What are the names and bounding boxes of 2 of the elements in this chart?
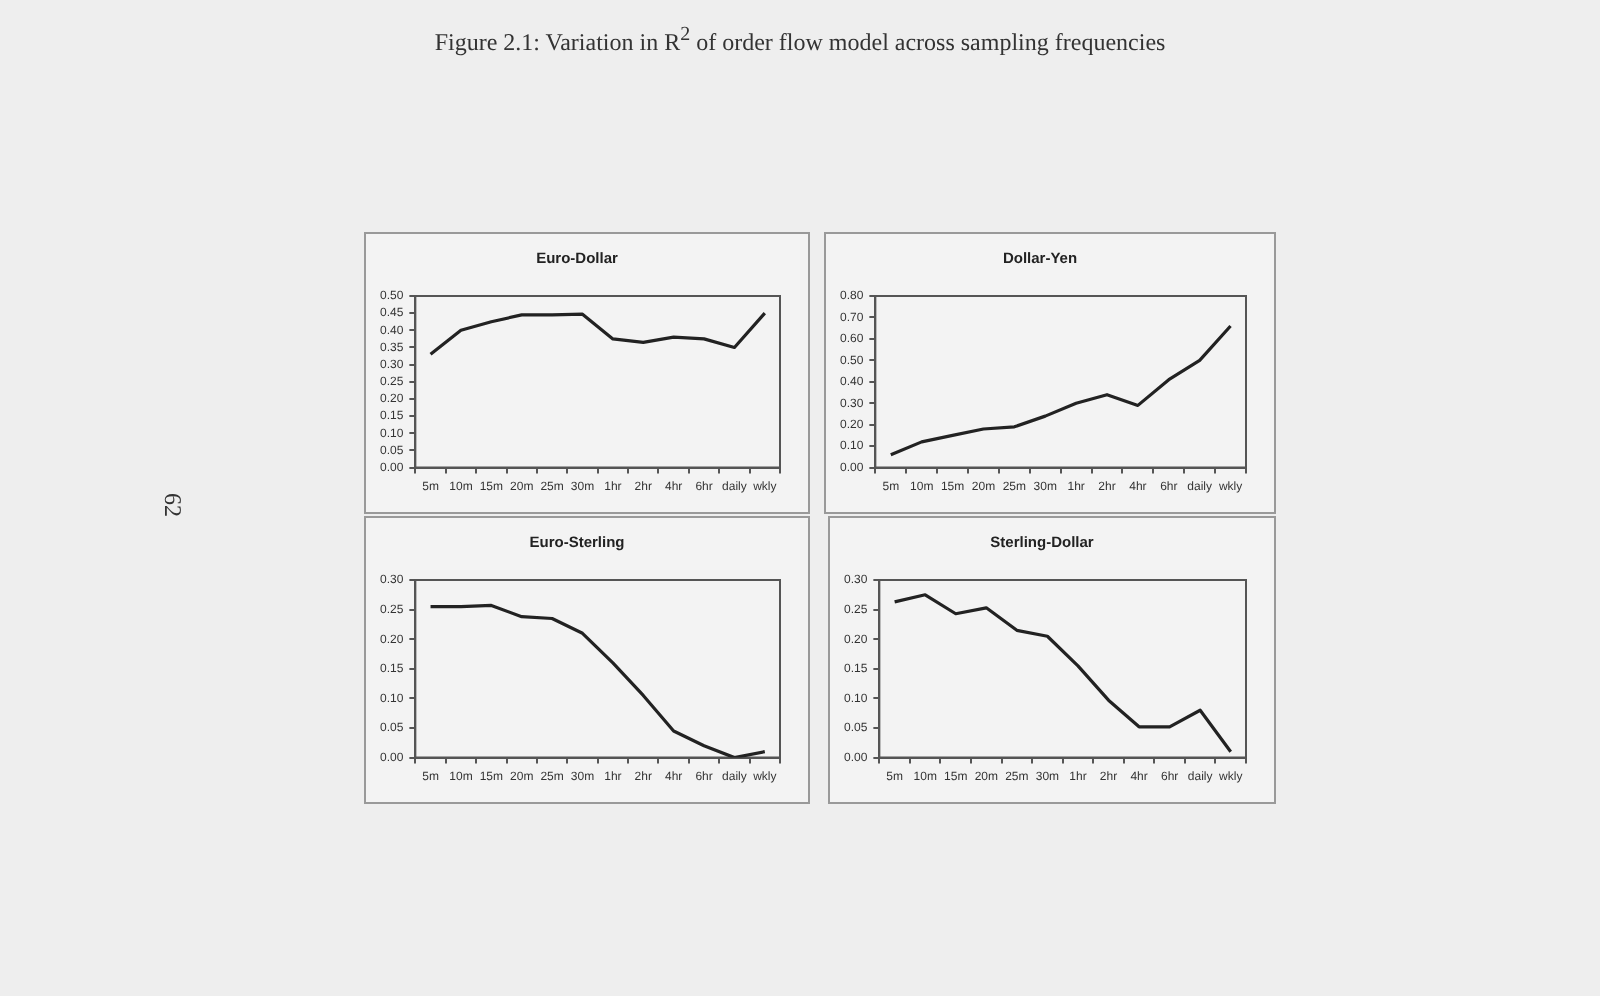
caption: Figure 2.1: Variation in R$^{2}$ of order flow model across sampling frequencies bbox=[432, 24, 1168, 58]
text: 62 bbox=[157, 493, 187, 517]
